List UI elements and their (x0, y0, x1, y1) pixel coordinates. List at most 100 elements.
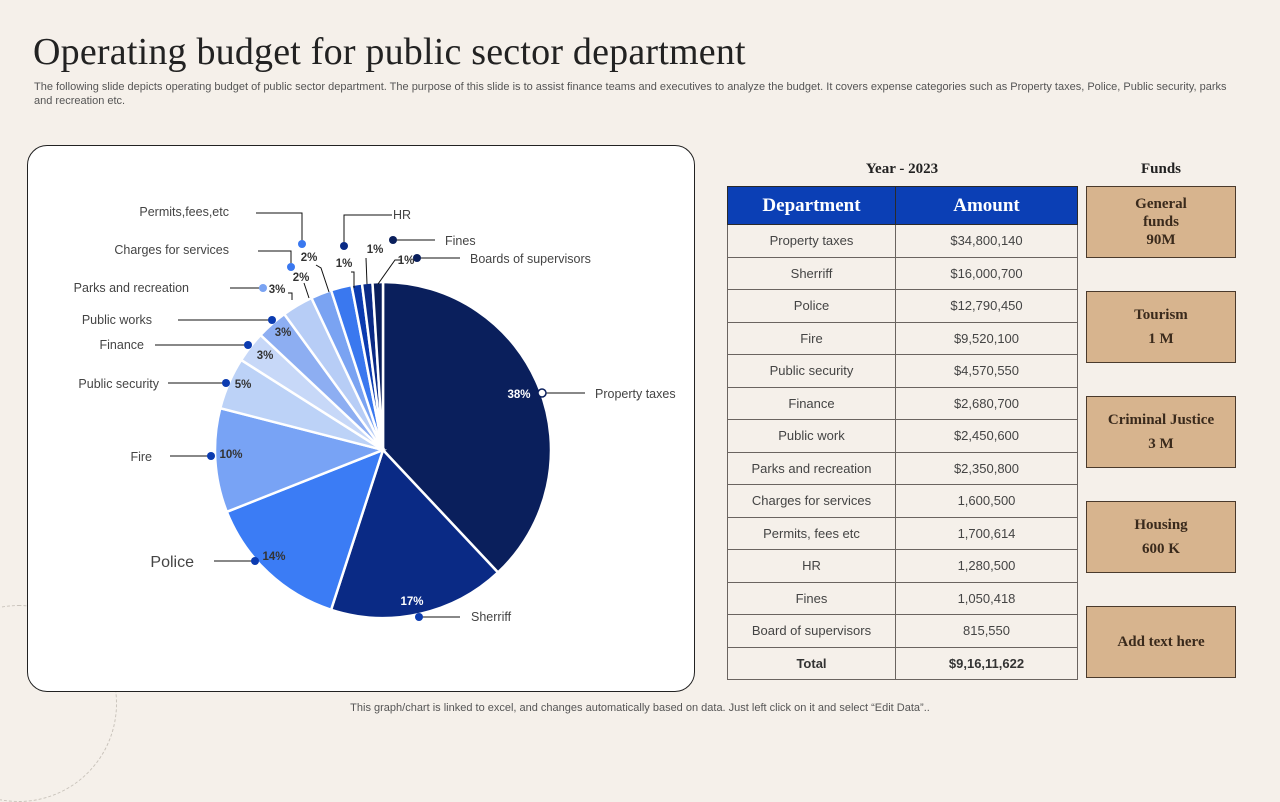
slice-category-label: Public works (82, 313, 152, 327)
label-marker-dot (415, 613, 423, 621)
table-row: Parks and recreation $2,350,800 (727, 451, 1078, 485)
pie-chart[interactable]: Property taxes 38% Sherriff 17% Police 14% Fir… (0, 0, 1280, 720)
slice-category-label: HR (393, 208, 411, 222)
label-marker-dot (340, 242, 348, 250)
percent-leader-line (315, 264, 330, 293)
table-year-label: Year - 2023 (865, 161, 939, 177)
pie-leader-lines (155, 212, 585, 621)
amount-cell: $2,680,700 (895, 386, 1078, 420)
label-marker-dot (251, 557, 259, 565)
leader-line (258, 250, 292, 267)
fund-box-add-text[interactable]: Add text here (1086, 606, 1236, 678)
slice-category-label: Parks and recreation (74, 281, 189, 295)
table-row: Fire $9,520,100 (727, 321, 1078, 355)
fund-box-general[interactable]: General funds 90M (1086, 186, 1236, 258)
slice-category-label: Police (150, 554, 194, 571)
fund-name: Add text here (1117, 634, 1205, 650)
department-cell: Permits, fees etc (727, 516, 896, 550)
amount-cell: 1,600,500 (895, 484, 1078, 518)
slice-category-label: Property taxes (595, 387, 676, 401)
table-total-row: Total $9,16,11,622 (727, 646, 1078, 680)
table-row: Board of supervisors 815,550 (727, 614, 1078, 648)
label-marker-dot (287, 263, 295, 271)
percent-leader-line (351, 271, 355, 288)
pie-slices (213, 280, 553, 620)
slice-percent-label: 3% (269, 284, 286, 296)
department-cell: Fines (727, 581, 896, 615)
total-label: Total (727, 646, 896, 680)
department-cell: Property taxes (727, 224, 896, 258)
label-marker-dot (389, 236, 397, 244)
amount-cell: 1,700,614 (895, 516, 1078, 550)
pie-slice-police[interactable] (225, 447, 386, 612)
amount-cell: 1,280,500 (895, 549, 1078, 583)
department-cell: Finance (727, 386, 896, 420)
total-amount: $9,16,11,622 (895, 646, 1078, 680)
slice-percent-label: 17% (400, 596, 423, 608)
percent-leader-line (365, 257, 368, 285)
label-marker-dot (298, 240, 306, 248)
slice-percent-label: 3% (257, 350, 274, 362)
amount-cell: $4,570,550 (895, 354, 1078, 388)
fund-name: Tourism (1134, 307, 1188, 323)
pie-slice-fire[interactable] (213, 406, 388, 514)
fund-box-housing[interactable]: Housing 600 K (1086, 501, 1236, 573)
fund-value: 3 M (1148, 436, 1174, 452)
percent-leader-line (377, 259, 402, 285)
department-cell: Public work (727, 419, 896, 453)
amount-cell: 815,550 (895, 614, 1078, 648)
slice-percent-label: 2% (293, 272, 310, 284)
table-row: HR 1,280,500 (727, 549, 1078, 583)
leader-line (343, 214, 392, 246)
table-row: Charges for services 1,600,500 (727, 484, 1078, 518)
header-amount: Amount (895, 186, 1078, 225)
fund-name: Housing (1134, 517, 1188, 533)
department-cell: Sherriff (727, 256, 896, 290)
slice-percent-label: 38% (507, 389, 530, 401)
footer-note: This graph/chart is linked to excel, and… (0, 702, 1280, 714)
slice-category-label: Charges for services (114, 243, 229, 257)
slice-category-label: Boards of supervisors (470, 252, 591, 266)
table-row: Public security $4,570,550 (727, 354, 1078, 388)
slice-category-label: Finance (100, 338, 145, 352)
slice-percent-label: 10% (219, 449, 242, 461)
slice-category-label: Fire (130, 450, 152, 464)
amount-cell: $12,790,450 (895, 289, 1078, 323)
fund-box-tourism[interactable]: Tourism 1 M (1086, 291, 1236, 363)
page-title: Operating budget for public sector depar… (33, 31, 746, 73)
table-row: Police $12,790,450 (727, 289, 1078, 323)
fund-name: Criminal Justice (1107, 412, 1215, 428)
percent-leader-line (303, 282, 310, 299)
fund-value: 90M (1146, 232, 1176, 248)
pie-slice-boards-of-supervisors[interactable] (371, 280, 385, 451)
amount-cell: $34,800,140 (895, 224, 1078, 258)
slice-category-label: Sherriff (471, 610, 512, 624)
label-marker-dot (537, 388, 547, 398)
pie-slice-property-taxes[interactable] (381, 280, 553, 575)
amount-cell: $9,520,100 (895, 321, 1078, 355)
department-cell: Police (727, 289, 896, 323)
slice-percent-label: 3% (275, 327, 292, 339)
funds-label: Funds (1140, 161, 1182, 177)
label-marker-dot (207, 452, 215, 460)
percent-leader-line (288, 292, 293, 300)
slice-percent-label: 2% (301, 252, 318, 264)
amount-cell: $2,450,600 (895, 419, 1078, 453)
table-row: Property taxes $34,800,140 (727, 224, 1078, 258)
page-subtitle: The following slide depicts operating bu… (34, 81, 1227, 107)
amount-cell: 1,050,418 (895, 581, 1078, 615)
amount-cell: $2,350,800 (895, 451, 1078, 485)
label-marker-dot (244, 341, 252, 349)
department-cell: Fire (727, 321, 896, 355)
department-cell: Public security (727, 354, 896, 388)
fund-value: 600 K (1142, 541, 1180, 557)
label-marker-dot (222, 379, 230, 387)
table-row: Sherriff $16,000,700 (727, 256, 1078, 290)
slice-percent-label: 1% (398, 255, 415, 267)
header-department: Department (727, 186, 896, 225)
slice-percent-label: 14% (262, 551, 285, 563)
fund-box-criminal-justice[interactable]: Criminal Justice 3 M (1086, 396, 1236, 468)
label-marker-dot (268, 316, 276, 324)
amount-cell: $16,000,700 (895, 256, 1078, 290)
leader-line (256, 212, 303, 244)
